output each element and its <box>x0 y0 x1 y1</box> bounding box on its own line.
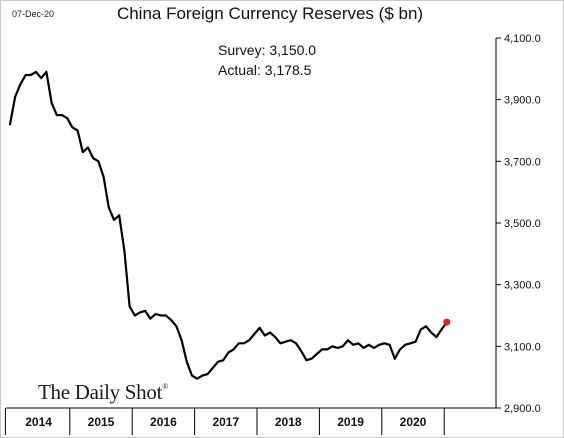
y-tick-label: 3,100.0 <box>504 341 541 353</box>
chart-date: 07-Dec-20 <box>12 9 55 19</box>
forecast-annotation: Survey: 3,150.0 Actual: 3,178.5 <box>218 40 316 80</box>
y-tick-label: 3,700.0 <box>504 156 541 168</box>
y-tick-label: 3,300.0 <box>504 280 541 292</box>
y-tick-label: 2,900.0 <box>504 403 541 415</box>
x-tick-label: 2018 <box>275 415 302 429</box>
survey-value-label: Survey: 3,150.0 <box>218 42 317 58</box>
actual-value-label: Actual: 3,178.5 <box>218 62 312 78</box>
logo-text: The Daily Shot <box>38 380 163 404</box>
y-tick-label: 3,500.0 <box>504 218 541 230</box>
latest-value-marker <box>443 318 451 326</box>
x-tick-label: 2020 <box>400 415 427 429</box>
x-tick-label: 2016 <box>150 415 177 429</box>
x-tick-label: 2019 <box>337 415 364 429</box>
chart-title: China Foreign Currency Reserves ($ bn) <box>116 4 424 23</box>
x-tick-label: 2015 <box>88 415 115 429</box>
daily-shot-logo: The Daily Shot® <box>38 380 168 405</box>
y-tick-label: 4,100.0 <box>504 33 541 45</box>
y-tick-label: 3,900.0 <box>504 95 541 107</box>
x-tick-label: 2014 <box>25 415 52 429</box>
reserves-line <box>8 70 448 380</box>
x-tick-label: 2017 <box>212 415 239 429</box>
logo-registered-mark: ® <box>162 382 168 391</box>
